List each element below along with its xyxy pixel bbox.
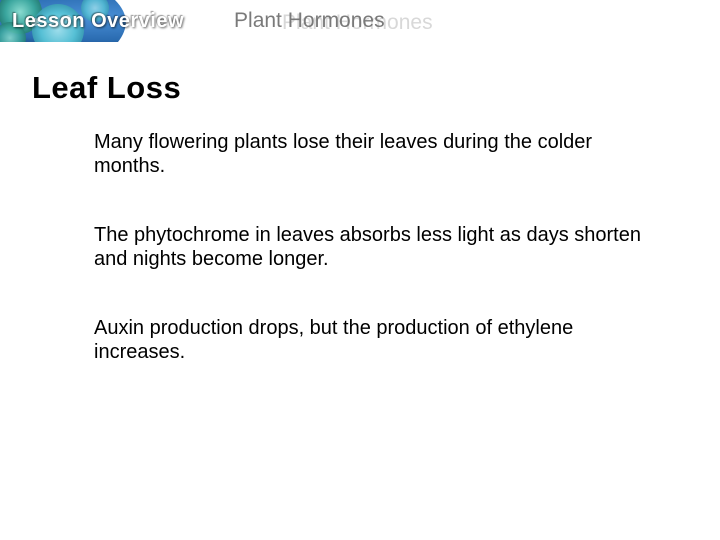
paragraph: The phytochrome in leaves absorbs less l… xyxy=(94,223,650,272)
slide-content: Leaf Loss Many flowering plants lose the… xyxy=(0,42,720,364)
paragraph: Auxin production drops, but the producti… xyxy=(94,316,650,365)
lesson-title: Plant Hormones xyxy=(234,9,385,33)
slide-header: Lesson Overview Plant Hormones Plant Hor… xyxy=(0,0,720,42)
lesson-overview-label: Lesson Overview xyxy=(12,10,184,33)
paragraph: Many flowering plants lose their leaves … xyxy=(94,130,650,179)
content-heading: Leaf Loss xyxy=(32,70,680,106)
